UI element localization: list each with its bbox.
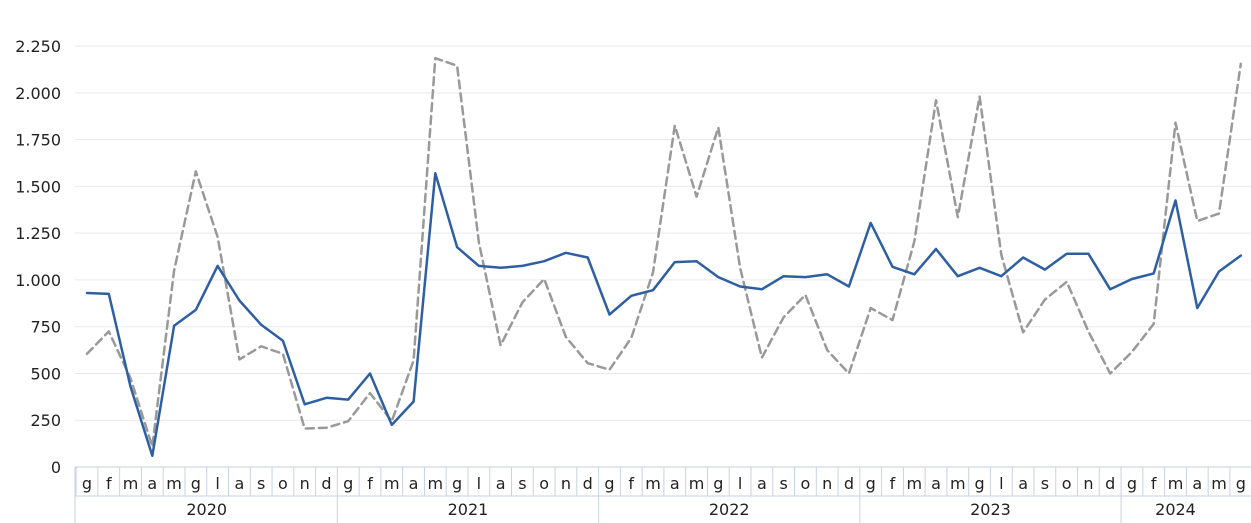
month-tick-label: g [191,474,201,493]
year-label: 2021 [448,500,489,519]
y-tick-label: 2.000 [15,84,61,103]
year-label: 2024 [1155,500,1196,519]
series-line-solid [85,172,1243,458]
month-tick-label: l [477,474,481,493]
month-tick-label: g [1236,474,1246,493]
year-label: 2023 [970,500,1011,519]
month-tick-label: n [822,474,832,493]
month-tick-label: n [561,474,571,493]
month-tick-label: g [974,474,984,493]
month-tick-label: s [518,474,526,493]
y-tick-label: 750 [30,318,61,337]
month-tick-label: o [539,474,549,493]
month-tick-label: o [278,474,288,493]
month-tick-label: m [384,474,400,493]
month-tick-label: n [1083,474,1093,493]
month-tick-label: g [343,474,353,493]
month-tick-label: a [409,474,419,493]
y-tick-label: 250 [30,411,61,430]
month-tick-label: l [999,474,1003,493]
month-tick-label: d [844,474,854,493]
month-tick-label: a [496,474,506,493]
month-tick-label: n [300,474,310,493]
year-label: 2020 [186,500,227,519]
month-tick-label: s [779,474,787,493]
series-lines [85,56,1243,458]
month-tick-label: a [757,474,767,493]
y-tick-label: 1.000 [15,271,61,290]
month-tick-label: a [234,474,244,493]
month-tick-label: f [106,474,112,493]
gridlines [75,45,1251,421]
month-tick-label: d [1105,474,1115,493]
month-tick-label: s [1041,474,1049,493]
month-tick-label: o [801,474,811,493]
y-tick-label: 1.750 [15,131,61,150]
month-tick-label: m [645,474,661,493]
month-tick-label: f [1151,474,1157,493]
month-tick-label: a [147,474,157,493]
month-tick-label: m [428,474,444,493]
y-tick-label: 0 [51,458,61,477]
month-tick-label: s [257,474,265,493]
month-tick-label: a [670,474,680,493]
y-tick-label: 500 [30,364,61,383]
month-tick-label: a [1192,474,1202,493]
month-tick-label: f [890,474,896,493]
month-tick-label: a [931,474,941,493]
series-line-dashed [85,56,1243,448]
month-tick-label: m [1168,474,1184,493]
year-label: 2022 [709,500,750,519]
month-tick-label: a [1018,474,1028,493]
month-tick-label: d [321,474,331,493]
month-tick-label: o [1062,474,1072,493]
y-tick-label: 2.250 [15,37,61,56]
month-tick-label: m [166,474,182,493]
month-tick-label: m [689,474,705,493]
y-tick-label: 1.250 [15,224,61,243]
month-tick-label: m [950,474,966,493]
month-tick-label: m [906,474,922,493]
month-tick-label: m [123,474,139,493]
y-tick-label: 1.500 [15,177,61,196]
month-tick-label: g [82,474,92,493]
month-tick-label: f [367,474,373,493]
month-tick-label: l [738,474,742,493]
y-axis-ticks: 0 250 500 750 1.000 1.250 1.500 1.750 2.000 2.250 [15,37,61,477]
month-tick-label: l [215,474,219,493]
month-tick-label: d [583,474,593,493]
month-tick-label: g [604,474,614,493]
month-tick-label: f [628,474,634,493]
month-tick-label: g [866,474,876,493]
month-tick-label: m [1211,474,1227,493]
month-tick-label: g [452,474,462,493]
month-tick-label: g [1127,474,1137,493]
month-tick-label: g [713,474,723,493]
